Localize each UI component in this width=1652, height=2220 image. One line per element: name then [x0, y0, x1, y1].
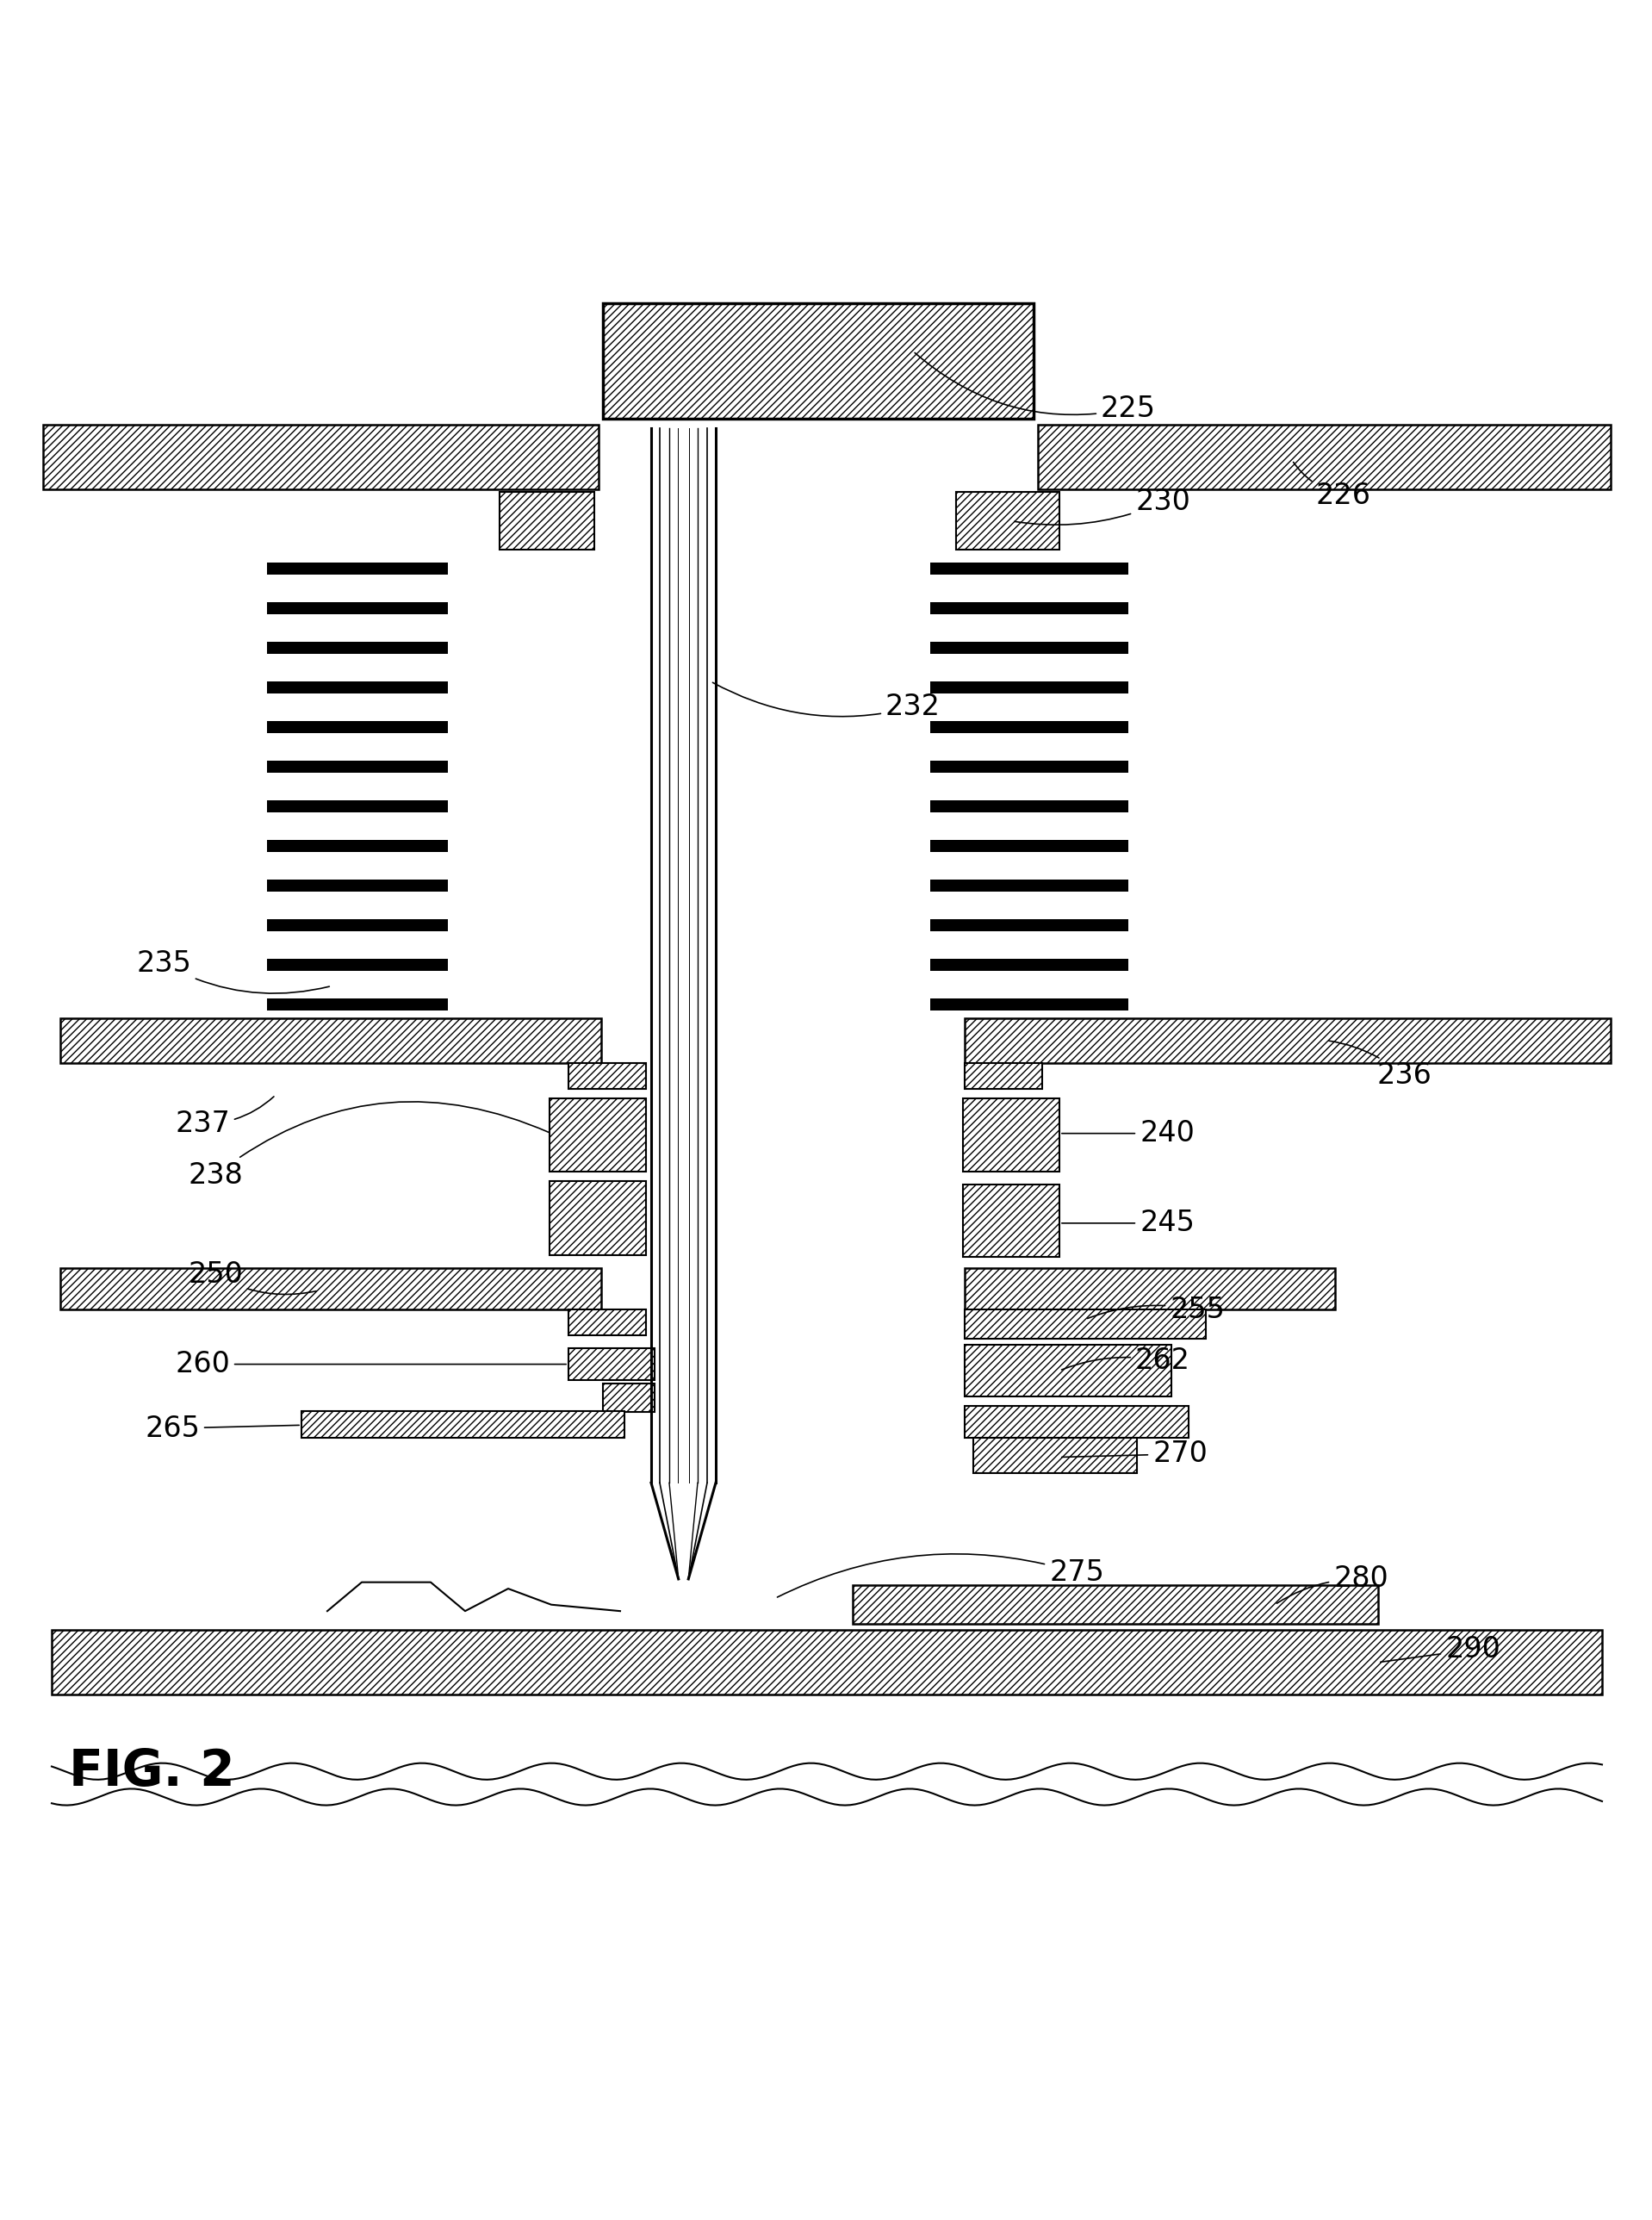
Bar — [973, 1439, 1137, 1474]
Bar — [268, 642, 448, 653]
Text: 238: 238 — [188, 1101, 548, 1190]
Bar — [930, 642, 1128, 653]
Bar — [499, 493, 595, 551]
Text: 226: 226 — [1294, 462, 1371, 511]
Text: 262: 262 — [1062, 1348, 1191, 1374]
Bar — [43, 424, 598, 488]
Bar — [301, 1412, 624, 1439]
Bar — [268, 879, 448, 892]
Bar — [268, 682, 448, 693]
Bar — [930, 682, 1128, 693]
Bar — [965, 1345, 1171, 1396]
Bar — [268, 839, 448, 852]
Bar — [965, 1063, 1042, 1088]
Bar — [51, 1629, 1602, 1694]
Bar — [965, 1405, 1188, 1439]
Bar — [930, 602, 1128, 615]
Bar — [268, 722, 448, 733]
Bar — [59, 1019, 601, 1063]
Bar — [930, 879, 1128, 892]
Text: 290: 290 — [1381, 1636, 1500, 1663]
Bar — [963, 1099, 1059, 1172]
Text: 265: 265 — [145, 1414, 299, 1443]
Text: 237: 237 — [175, 1097, 274, 1139]
Bar — [930, 919, 1128, 930]
Bar — [550, 1181, 646, 1254]
Bar — [550, 1099, 646, 1172]
Text: FIG. 2: FIG. 2 — [69, 1747, 235, 1796]
Text: 270: 270 — [1062, 1441, 1208, 1467]
Text: 260: 260 — [175, 1350, 567, 1379]
Text: 245: 245 — [1062, 1210, 1194, 1237]
Bar — [568, 1348, 654, 1381]
Bar — [268, 801, 448, 813]
Bar — [930, 722, 1128, 733]
Bar — [957, 493, 1059, 551]
Bar — [268, 999, 448, 1010]
Bar — [268, 959, 448, 970]
Bar — [568, 1310, 646, 1336]
Bar — [568, 1063, 646, 1088]
Bar — [268, 761, 448, 773]
Text: 225: 225 — [915, 353, 1156, 424]
Text: 236: 236 — [1328, 1041, 1431, 1090]
Bar — [930, 999, 1128, 1010]
Bar — [1037, 424, 1611, 488]
Bar — [963, 1185, 1059, 1257]
Bar — [930, 761, 1128, 773]
Text: 255: 255 — [1087, 1296, 1224, 1323]
Bar — [930, 839, 1128, 852]
Bar — [930, 562, 1128, 575]
Text: 250: 250 — [188, 1261, 316, 1294]
Bar — [930, 959, 1128, 970]
Bar — [268, 562, 448, 575]
Text: 235: 235 — [135, 950, 329, 992]
Bar — [603, 1383, 654, 1412]
Text: 230: 230 — [1014, 488, 1191, 524]
Bar — [603, 304, 1034, 420]
Bar — [965, 1019, 1611, 1063]
Bar — [268, 602, 448, 615]
Text: 280: 280 — [1277, 1565, 1388, 1603]
Bar — [852, 1585, 1378, 1623]
Bar — [930, 801, 1128, 813]
Text: 240: 240 — [1062, 1119, 1194, 1148]
Bar — [268, 919, 448, 930]
Text: 232: 232 — [712, 682, 940, 722]
Bar — [965, 1310, 1206, 1339]
Bar — [965, 1268, 1335, 1310]
Bar — [59, 1268, 601, 1310]
Text: 275: 275 — [778, 1554, 1104, 1596]
